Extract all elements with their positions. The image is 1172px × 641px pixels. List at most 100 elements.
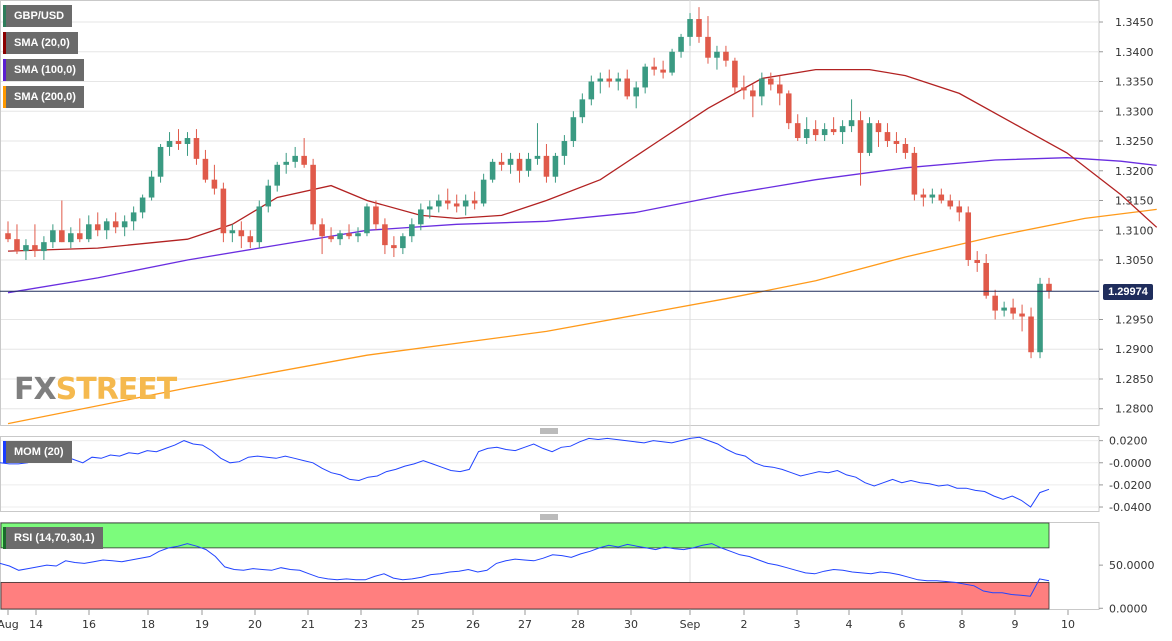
- price-tick-label: 1.3400: [1115, 46, 1154, 59]
- candle-body: [579, 99, 586, 118]
- candle-body: [857, 120, 864, 153]
- legend-sma20-swatch: [3, 32, 6, 54]
- candle-body: [211, 179, 218, 189]
- legend-rsi[interactable]: RSI (14,70,30,1): [3, 527, 103, 549]
- price-tick-label: 1.3450: [1115, 16, 1154, 29]
- candle-body: [965, 212, 972, 261]
- candle-body: [202, 158, 209, 180]
- candle-body: [956, 206, 963, 213]
- candle-body: [103, 221, 110, 231]
- candle-body: [409, 224, 415, 237]
- price-tick-label: 1.3050: [1115, 254, 1154, 267]
- candle-body: [866, 123, 873, 153]
- candle-body: [480, 179, 487, 204]
- time-tick-label: 21: [301, 618, 315, 631]
- price-tick-label: 1.3350: [1115, 76, 1154, 89]
- mom-tick-label: -0.0000: [1109, 457, 1151, 470]
- time-tick-label: Sep: [680, 618, 701, 631]
- candle-body: [705, 36, 711, 58]
- legend-symbol-swatch: [3, 5, 6, 27]
- legend-sma20[interactable]: SMA (20,0): [3, 32, 78, 54]
- rsi-oversold-zone: [0, 581, 1050, 610]
- price-tick-label: 1.3300: [1115, 105, 1154, 118]
- sma200-line: [7, 208, 1157, 425]
- candle-body: [561, 141, 568, 156]
- candle-body: [1001, 307, 1007, 311]
- time-tick-label: 3: [794, 618, 801, 631]
- legend-sma100[interactable]: SMA (100,0): [3, 59, 84, 81]
- candle-body: [516, 158, 523, 171]
- candle-body: [723, 51, 729, 61]
- candle-body: [50, 230, 56, 243]
- candle-body: [229, 230, 236, 234]
- candle-body: [68, 233, 74, 243]
- candle-body: [660, 69, 666, 73]
- price-tick-label: 1.2950: [1115, 314, 1154, 327]
- candle-body: [830, 129, 837, 133]
- candle-body: [274, 164, 281, 186]
- candle-body: [346, 233, 352, 237]
- time-tick-label: 4: [846, 618, 853, 631]
- candle-body: [543, 155, 550, 177]
- rsi-tick-label: 50.0000: [1109, 559, 1155, 572]
- candle-body: [803, 129, 810, 139]
- candle-body: [418, 209, 424, 225]
- candle-body: [391, 245, 397, 249]
- time-tick-label: 16: [82, 618, 96, 631]
- candle-body: [193, 138, 200, 159]
- candle-body: [552, 155, 559, 177]
- candle-body: [337, 233, 343, 240]
- legend-sma100-label: SMA (100,0): [14, 64, 76, 76]
- candle-body: [355, 233, 361, 237]
- time-tick-label: 18: [141, 618, 155, 631]
- rsi-overbought-zone: [0, 522, 1050, 549]
- candle-body: [606, 78, 613, 82]
- candle-body: [59, 230, 65, 243]
- candle-body: [821, 129, 828, 136]
- time-tick-label: 10: [1061, 618, 1075, 631]
- candle-body: [848, 120, 855, 127]
- mom-tick-label: -0.0200: [1109, 479, 1151, 492]
- candle-body: [785, 93, 792, 124]
- time-tick-label: 9: [1012, 618, 1019, 631]
- candle-body: [875, 123, 882, 133]
- legend-sma20-label: SMA (20,0): [14, 37, 70, 49]
- candle-body: [992, 295, 998, 311]
- candle-body: [929, 194, 936, 198]
- sma20-line: [7, 68, 1158, 252]
- legend-symbol[interactable]: GBP/USD: [3, 5, 73, 27]
- candle-body: [947, 200, 954, 207]
- candle-body: [651, 66, 657, 70]
- mom-line: [0, 436, 1050, 508]
- candle-body: [588, 81, 595, 100]
- sma100-line: [7, 157, 1157, 294]
- candle-body: [498, 161, 505, 165]
- legend-mom[interactable]: MOM (20): [3, 441, 72, 463]
- candle-body: [696, 19, 702, 37]
- candle-body: [884, 132, 891, 142]
- mom-panel: [0, 436, 1100, 512]
- watermark-street: STREET: [55, 372, 178, 407]
- candle-body: [292, 155, 298, 162]
- candle-body: [812, 129, 819, 136]
- candle-body: [238, 230, 245, 237]
- candle-body: [1010, 307, 1016, 314]
- time-tick-label: 28: [571, 618, 585, 631]
- time-tick-label: 6: [899, 618, 906, 631]
- candle-body: [175, 141, 182, 144]
- candle-body: [247, 236, 254, 243]
- candle-body: [184, 138, 191, 144]
- candle-body: [570, 117, 577, 142]
- candle-body: [938, 194, 945, 201]
- candle-body: [624, 78, 630, 97]
- rsi-tick-label: 0.0000: [1109, 602, 1148, 615]
- time-tick-label: 8: [959, 618, 966, 631]
- candle-body: [5, 233, 11, 240]
- legend-sma200[interactable]: SMA (200,0): [3, 86, 84, 108]
- time-tick-label: 19: [195, 618, 209, 631]
- price-tick-label: 1.3150: [1115, 195, 1154, 208]
- price-tick-label: 1.2900: [1115, 343, 1154, 356]
- candle-body: [220, 188, 227, 234]
